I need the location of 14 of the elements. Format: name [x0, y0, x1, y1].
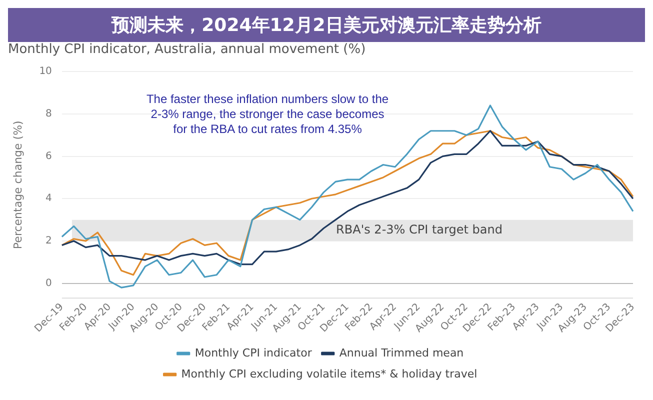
y-tick-label: 0 — [46, 278, 52, 289]
legend-label: Monthly CPI excluding volatile items* & holiday travel — [181, 367, 478, 380]
annotation: The faster these inflation numbers slow to the 2-3% range, the stronger the case becomes for the RBA to cut rates from 4.35% — [146, 92, 389, 136]
text: 预测未来，2024年12月2日美元对澳元汇率走势分析 — [8, 8, 645, 42]
y-tick-label: 8 — [46, 108, 52, 120]
band-label: RBA's 2-3% CPI target band — [336, 222, 502, 237]
y-axis-title: Percentage change (%) — [11, 120, 24, 250]
legend-label: Annual Trimmed mean — [339, 346, 464, 360]
chart-title: Monthly CPI indicator, Australia, annual movement (%) — [8, 42, 366, 58]
y-tick-label: 10 — [39, 66, 52, 78]
legend-label: Monthly CPI indicator — [194, 346, 312, 360]
y-tick-label: 4 — [46, 193, 52, 204]
y-tick-label: 2 — [46, 236, 52, 247]
y-tick-label: 6 — [46, 150, 52, 162]
